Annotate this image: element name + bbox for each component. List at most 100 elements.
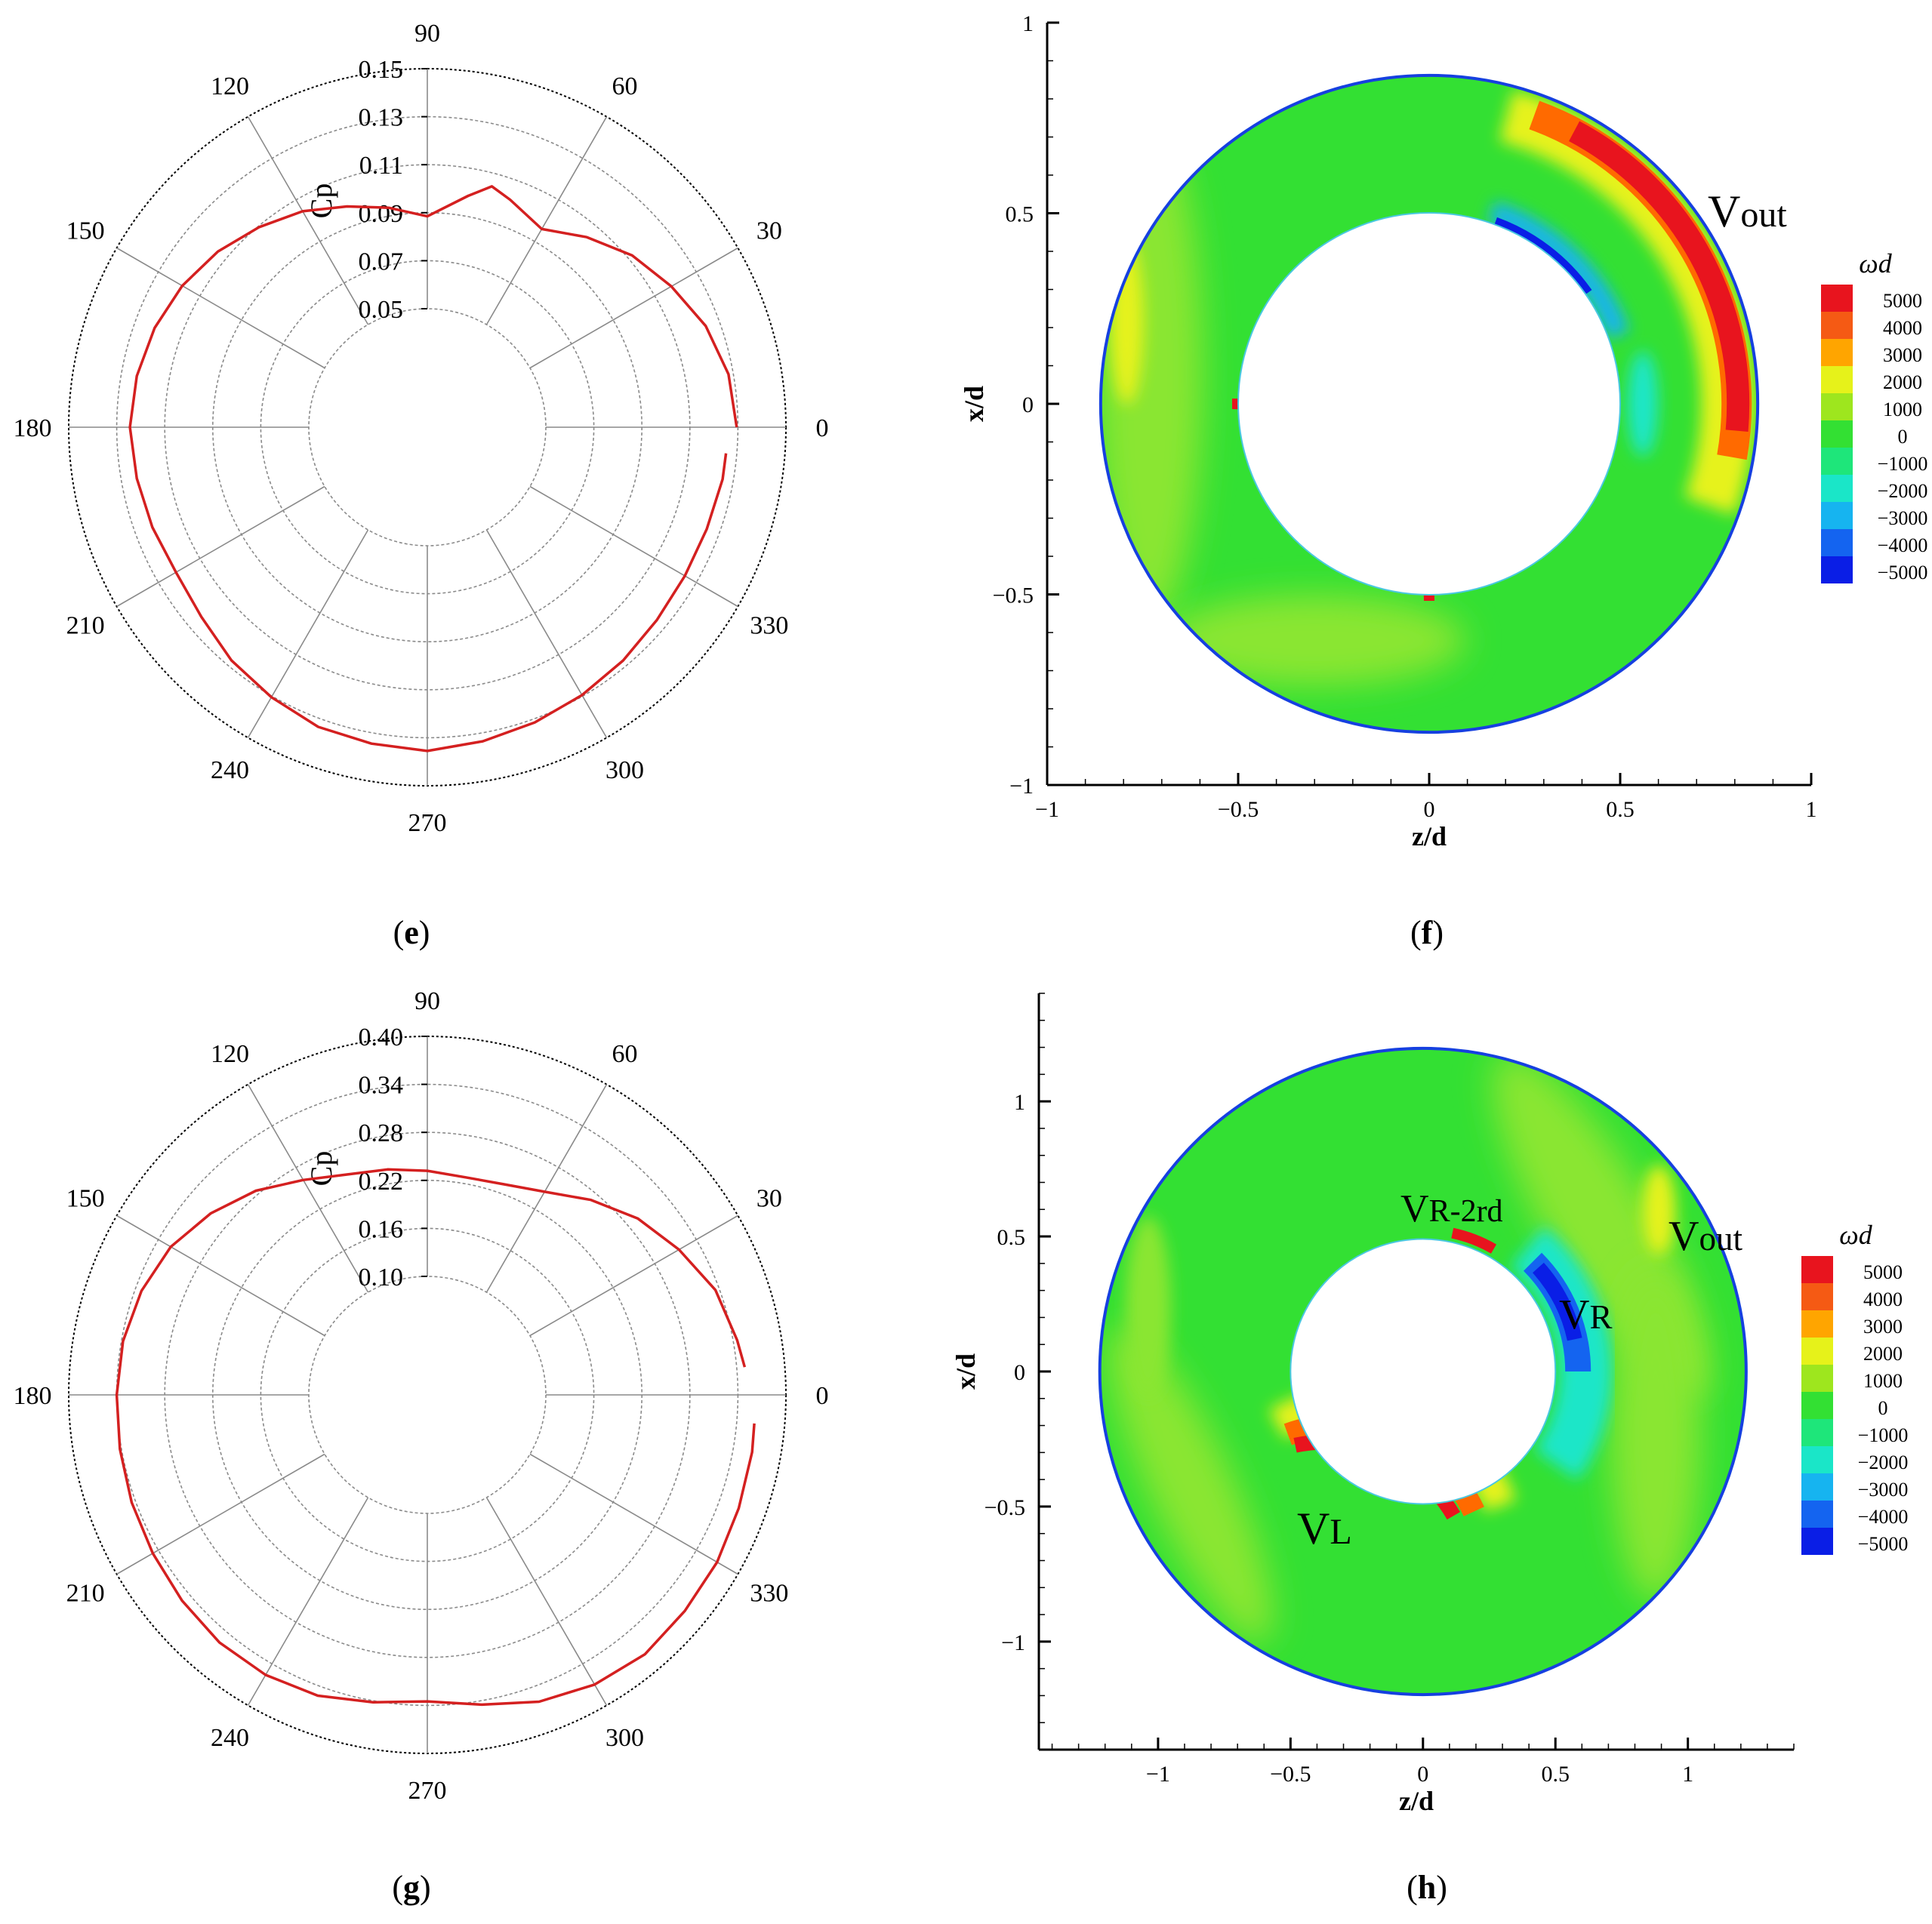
colorbar-level-label: −5000 [1878,562,1928,583]
polar-radial-tick-label: 0.16 [359,1215,404,1243]
ring-outer-edge [1098,73,1760,734]
y-tick-label: 0.5 [1006,202,1034,227]
vorticity-field [1099,1048,1746,1695]
y-axis-label: x/d [951,1353,981,1390]
polar-spoke [485,1084,608,1293]
polar-angle-tick-label: 0 [816,1382,829,1410]
contour-chart-f: −1 −0.5 0 0.5 1 −1 −0.5 0 0.5 1 z/d x/d ωd 5000 4000 30… [959,11,1927,851]
y-tick-label: 0.5 [997,1225,1026,1250]
polar-angle-tick-label: 180 [14,1382,52,1410]
y-axis-label: x/d [959,386,989,422]
colorbar-swatch [1801,1283,1833,1310]
vortex-annotation: Vout [1708,186,1787,236]
vortex-annotation-main: V [1400,1187,1429,1230]
panel-e: 0.05 0.07 0.09 0.11 0.13 0.15 Cp 0 30 60 90 120 150 1… [14,20,829,951]
panel-f: −1 −0.5 0 0.5 1 −1 −0.5 0 0.5 1 z/d x/d ωd 5000 4000 30… [959,11,1927,951]
polar-angle-tick-label: 30 [756,217,782,245]
polar-radial-tick-label: 0.11 [359,152,403,180]
colorbar-level-label: 5000 [1863,1261,1903,1283]
polar-spoke [116,485,325,608]
polar-radial-tick-label: 0.13 [359,104,404,132]
field-lightgreen-left [1108,1326,1273,1643]
polar-spoke [247,1084,369,1293]
polar-cp-curve [128,185,738,753]
colorbar-level-label: 5000 [1883,290,1922,312]
polar-angle-tick-label: 300 [605,1724,644,1752]
colorbar-swatch [1801,1256,1833,1283]
colorbar-swatch [1801,1338,1833,1365]
polar-angle-tick-label: 300 [605,756,644,784]
colorbar-level-label: −5000 [1858,1533,1909,1555]
colorbar-swatch [1821,448,1853,475]
colorbar-swatch [1801,1419,1833,1446]
field-cyan-inner-band [1487,201,1629,339]
panel-label-g: (g) [392,1869,430,1906]
colorbar-level-label: 4000 [1883,317,1922,339]
polar-spoke [247,1497,369,1706]
colorbar-swatch [1821,556,1853,583]
colorbar-swatch [1821,312,1853,339]
x-tick-label: −0.5 [1270,1762,1311,1787]
polar-angle-tick-label: 90 [414,987,440,1015]
polar-chart-g: 0.100.160.220.280.340.40Cp03060901201501… [14,987,829,1805]
panel-label-f-open: ( [1410,914,1422,951]
colorbar-level-label: 0 [1898,426,1908,448]
colorbar-level-label: −3000 [1878,507,1928,529]
colorbar-level-label: 3000 [1863,1316,1903,1338]
polar-angle-tick-label: 330 [750,612,788,640]
polar-cp-curve [115,1168,756,1707]
field-lightgreen-bottom [1163,595,1465,686]
ring-inner-edge [1290,1238,1557,1505]
polar-angle-tick-label: 60 [612,72,638,100]
x-tick-label: 1 [1806,797,1817,822]
polar-spoke [247,529,369,738]
polar-angle-tick-label: 150 [66,217,105,245]
vortex-annotation: Vout [1669,1213,1742,1260]
colorbar-swatch [1821,529,1853,556]
colorbar-level-label: 2000 [1863,1343,1903,1365]
panel-label-g-close: ) [420,1869,431,1906]
y-tick-label: −0.5 [993,583,1034,608]
ring-inner-edge [1237,212,1621,596]
x-tick-label: 0.5 [1606,797,1635,822]
vortex-annotation-sub: out [1699,1220,1742,1258]
colorbar-swatch [1801,1310,1833,1338]
polar-radial-tick-label: 0.34 [359,1072,404,1100]
colorbar-level-label: −1000 [1858,1424,1909,1446]
polar-grid-circle [260,260,595,595]
panel-label-g-letter: g [403,1869,420,1906]
polar-spoke [529,247,738,369]
colorbar-level-label: −2000 [1858,1451,1909,1473]
polar-radial-axis-label: Cp [304,1151,338,1187]
vortex-annotation: VL [1297,1504,1352,1553]
colorbar-level-label: −4000 [1858,1506,1909,1528]
panel-label-f-letter: f [1422,914,1434,951]
polar-angle-tick-label: 210 [66,1580,105,1608]
field-red-outer-band [1569,121,1750,432]
ring-outer-edge [1098,1046,1748,1697]
vortex-annotation-main: V [1559,1291,1589,1338]
colorbar-swatch [1821,339,1853,366]
polar-angle-tick-label: 180 [14,414,52,442]
polar-grid-circle [308,308,547,546]
polar-radial-axis-label: Cp [304,183,338,219]
field-lightgreen-right [1610,1270,1701,1602]
polar-angle-tick-label: 210 [66,612,105,640]
y-tick-label: −0.5 [984,1495,1025,1520]
panel-h: −1 −0.5 0 0.5 1 −1 −0.5 0 0.5 1 z/d x/d ωd 5000 4000 30… [951,993,1908,1906]
vortex-annotation: VR [1559,1291,1612,1338]
polar-angle-tick-label: 240 [211,756,249,784]
polar-spoke [485,116,608,325]
polar-radial-tick-label: 0.09 [359,200,404,228]
polar-spoke [529,1453,738,1575]
y-tick-label: −1 [1001,1630,1025,1655]
panel-label-f-close: ) [1432,914,1444,951]
x-tick-label: 1 [1682,1762,1693,1787]
polar-angle-tick-label: 240 [211,1724,249,1752]
x-tick-label: 0.5 [1541,1762,1570,1787]
panel-label-e-letter: e [404,914,419,951]
y-tick-label: 1 [1014,1090,1025,1115]
y-tick-label: 0 [1022,392,1034,417]
panel-label-g-open: ( [392,1869,403,1906]
